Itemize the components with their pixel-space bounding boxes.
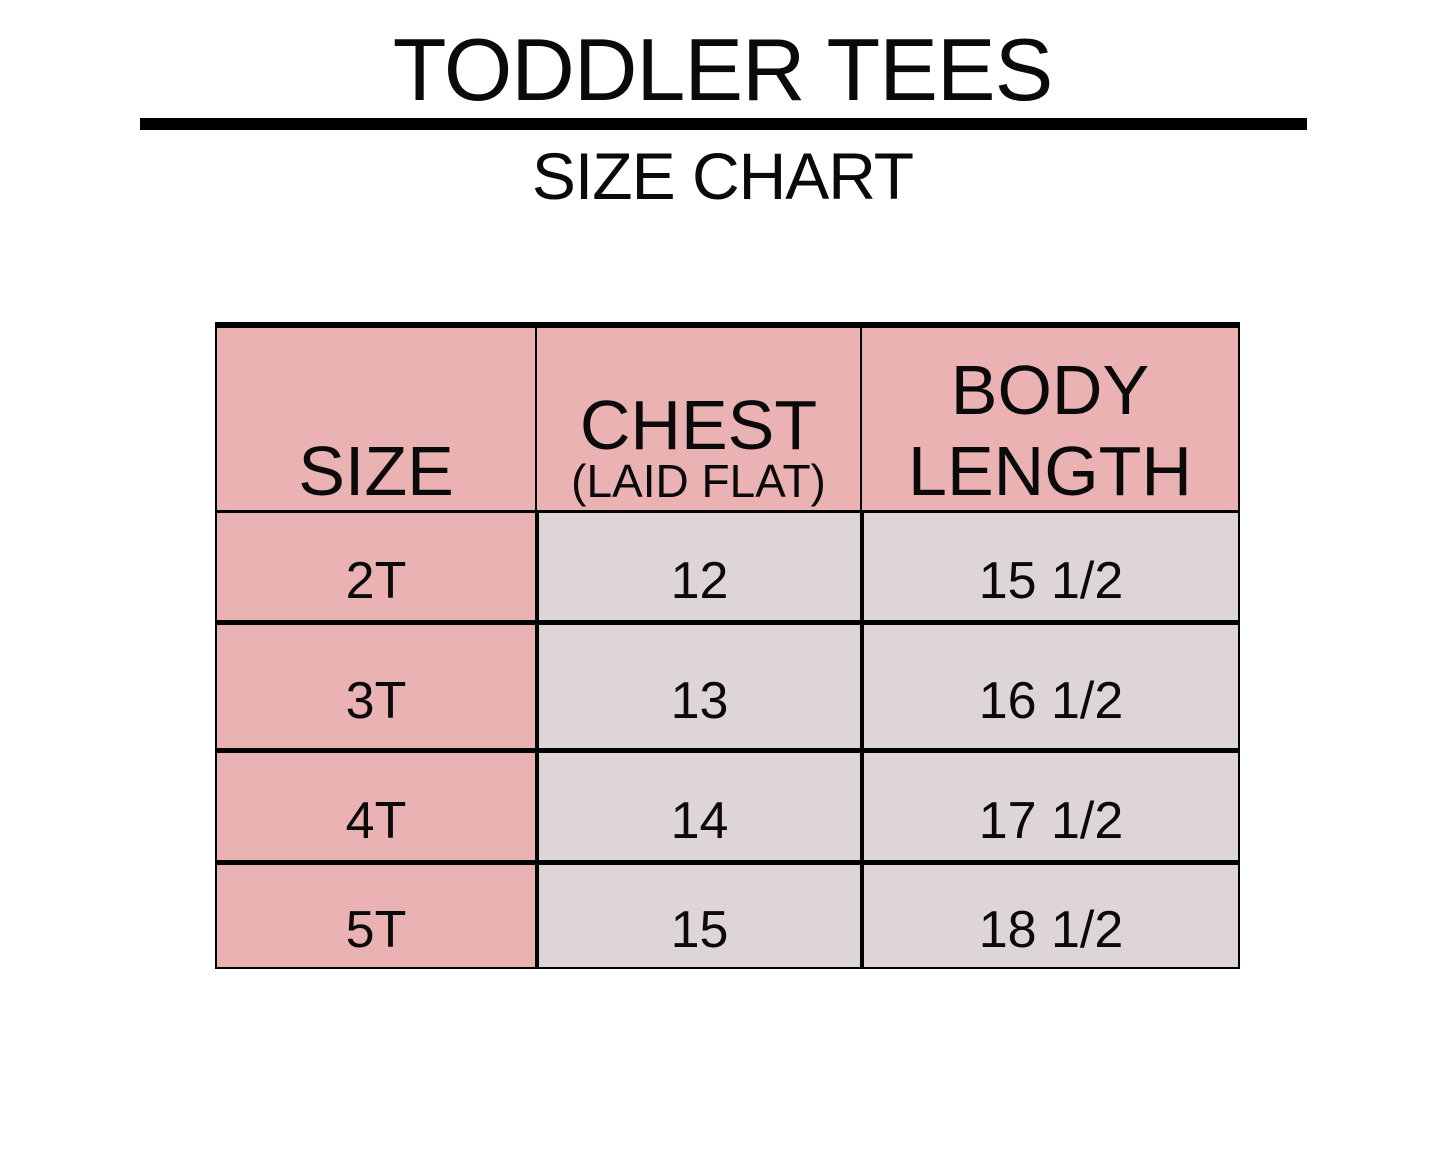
cell-value: 18 1/2 <box>978 901 1124 959</box>
cell-value: 3T <box>345 672 407 730</box>
cell-value: 15 <box>670 901 729 959</box>
cell-value: 5T <box>345 901 407 959</box>
cell-body-length: 18 1/2 <box>860 860 1240 969</box>
cell-size: 5T <box>215 860 537 969</box>
cell-value: 17 1/2 <box>978 792 1124 850</box>
header-chest-label: CHEST <box>579 386 818 464</box>
cell-value: 14 <box>670 792 729 850</box>
cell-value: 15 1/2 <box>978 552 1124 610</box>
cell-body-length: 16 1/2 <box>860 620 1240 751</box>
header-size-label: SIZE <box>298 432 454 510</box>
cell-body-length: 17 1/2 <box>860 748 1240 863</box>
header-body-length-line1: BODY <box>950 351 1150 429</box>
cell-size: 2T <box>215 510 537 623</box>
cell-chest: 15 <box>535 860 862 969</box>
title-divider <box>140 118 1307 130</box>
cell-value: 4T <box>345 792 407 850</box>
cell-value: 12 <box>670 552 729 610</box>
page-title: TODDLER TEES <box>392 20 1054 119</box>
cell-chest: 12 <box>535 510 862 623</box>
cell-chest: 14 <box>535 748 862 863</box>
header-body-length: BODY LENGTH <box>860 322 1240 512</box>
cell-size: 4T <box>215 748 537 863</box>
header-chest: CHEST (LAID FLAT) <box>535 322 862 512</box>
cell-value: 13 <box>670 672 729 730</box>
header-body-length-line2: LENGTH <box>908 432 1192 510</box>
header-chest-note: (LAID FLAT) <box>571 455 826 507</box>
page-subtitle: SIZE CHART <box>531 139 914 213</box>
cell-chest: 13 <box>535 620 862 751</box>
cell-value: 16 1/2 <box>978 672 1124 730</box>
cell-value: 2T <box>345 552 407 610</box>
header-size: SIZE <box>215 322 537 512</box>
cell-size: 3T <box>215 620 537 751</box>
cell-body-length: 15 1/2 <box>860 510 1240 623</box>
